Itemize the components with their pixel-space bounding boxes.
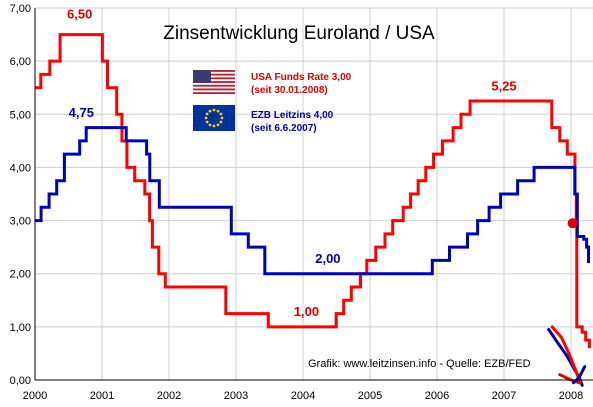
- annotations-layer: 6,50 4,75 2,00 1,00 5,25: [67, 7, 517, 320]
- value-callout: 6,50: [67, 7, 92, 22]
- hand-drawn-dot: [567, 218, 578, 229]
- series-line-eu: [35, 126, 590, 276]
- x-tick-label: 2007: [492, 390, 516, 402]
- y-tick-label: 4,00: [10, 162, 31, 174]
- x-tick-label: 2003: [224, 390, 248, 402]
- axes-layer: [34, 8, 593, 381]
- x-tick-label: 2005: [358, 390, 382, 402]
- legend-label-usa: USA Funds Rate 3,00: [251, 72, 352, 83]
- y-tick-label: 1,00: [10, 322, 31, 334]
- y-tick-label: 0,00: [10, 375, 31, 387]
- legend-item-usa: USA Funds Rate 3,00 (seit 30.01.2008): [193, 70, 352, 96]
- y-tick-label: 5,00: [10, 109, 31, 121]
- x-tick-label: 2001: [90, 390, 114, 402]
- x-tick-label: 2008: [559, 390, 583, 402]
- value-callout: 4,75: [69, 105, 94, 120]
- hand-marks-layer: [547, 218, 587, 387]
- series-layer: [35, 33, 591, 349]
- x-tick-label: 2004: [291, 390, 315, 402]
- hand-drawn-mark: [550, 325, 582, 385]
- value-callout: 2,00: [315, 251, 340, 266]
- value-callout: 5,25: [491, 78, 516, 93]
- x-tick-label: 2006: [425, 390, 449, 402]
- hand-drawn-mark: [572, 365, 587, 385]
- legend-label-eu: EZB Leitzins 4,00: [251, 110, 334, 121]
- x-tick-label: 2002: [157, 390, 181, 402]
- y-tick-label: 6,00: [10, 56, 31, 68]
- x-tick-label: 2000: [23, 390, 47, 402]
- y-tick-label: 3,00: [10, 216, 31, 228]
- us-flag-icon: [193, 70, 235, 94]
- y-tick-label: 7,00: [10, 3, 31, 15]
- chart-title: Zinsentwicklung Euroland / USA: [163, 23, 435, 44]
- value-callout: 1,00: [294, 304, 319, 319]
- eu-flag-icon: [193, 105, 235, 131]
- legend-note-eu: (seit 6.6.2007): [251, 123, 317, 134]
- legend-note-usa: (seit 30.01.2008): [251, 85, 328, 96]
- source-text: Grafik: www.leitzinsen.info - Quelle: EZ…: [308, 358, 531, 370]
- y-tick-label: 2,00: [10, 269, 31, 281]
- legend-item-eu: EZB Leitzins 4,00 (seit 6.6.2007): [193, 105, 334, 134]
- tick-labels-layer: 0,00 1,00 2,00 3,00 4,00 5,00 6,00 7,00 2000 2001…: [10, 3, 584, 402]
- series-line-usa: [35, 33, 591, 349]
